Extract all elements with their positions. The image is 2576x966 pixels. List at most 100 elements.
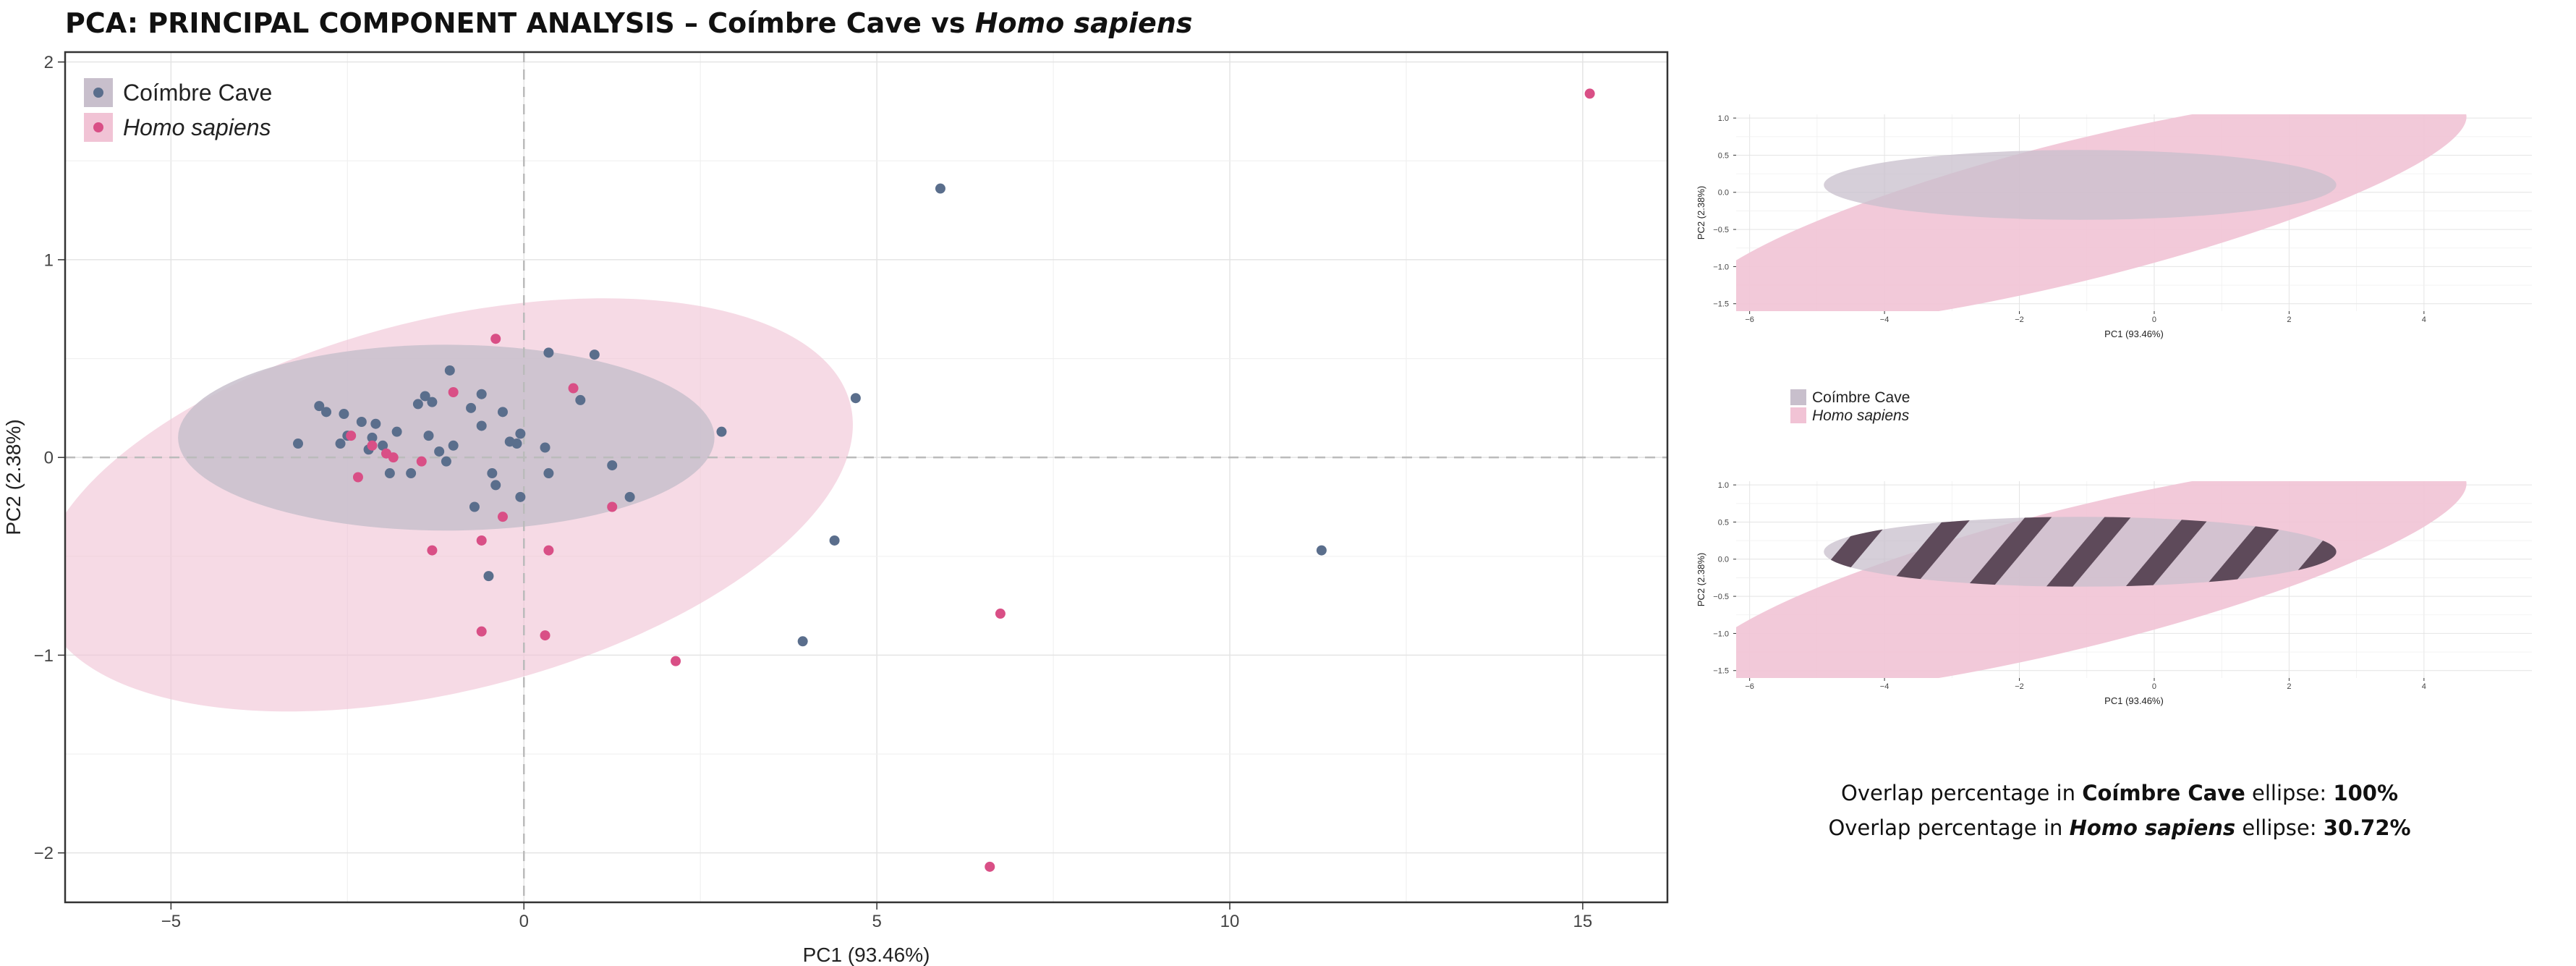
small-legend-swatch-homo-sapiens [1790,407,1806,423]
coimbre-point [515,491,526,502]
coimbre-point [797,636,808,647]
coimbre-point [335,438,346,449]
x-tick-label: −5 [161,912,181,931]
coimbre-point [543,347,554,358]
homo-sapiens-point [346,431,357,441]
coimbre-point [497,407,508,418]
overlap-line-coimbre-suffix: ellipse: [2245,781,2334,805]
x-tick-label: −6 [1745,682,1754,691]
y-tick-label: −2 [34,844,54,863]
coimbre-point [1316,545,1327,556]
y-tick-label: 0.0 [1718,556,1729,564]
coimbre-ellipse [1824,150,2337,220]
x-tick-label: −2 [2015,315,2024,324]
coimbre-ellipse [178,344,715,531]
homo-sapiens-point [427,545,438,556]
coimbre-point [314,401,325,412]
coimbre-point [624,491,635,502]
small-legend-swatch-coimbre [1790,389,1806,405]
coimbre-point [466,402,477,413]
y-tick-label: −0.5 [1713,593,1729,601]
y-tick-label: −0.5 [1713,226,1729,234]
coimbre-point [850,393,861,404]
coimbre-point [441,456,451,467]
coimbre-point [476,420,487,431]
coimbre-point [540,442,551,453]
chart-title-italic: Homo sapiens [974,7,1193,39]
coimbre-point [406,468,417,479]
homo-sapiens-point [388,452,399,463]
y-axis-title: PC2 (2.38%) [1696,553,1706,606]
y-tick-label: −1.5 [1713,300,1729,309]
y-tick-label: 1.0 [1718,481,1729,490]
y-tick-label: 0.5 [1718,151,1729,160]
coimbre-point [356,416,367,427]
coimbre-point [339,409,349,420]
coimbre-point [511,438,522,449]
x-tick-label: −6 [1745,315,1754,324]
homo-sapiens-point [448,387,459,397]
x-tick-label: 5 [872,912,881,931]
x-tick-label: 0 [2152,315,2156,324]
homo-sapiens-point [607,501,618,512]
y-tick-label: 0.0 [1718,189,1729,198]
overlap-line-coimbre-group: Coímbre Cave [2082,781,2245,805]
homo-sapiens-point [543,545,554,556]
y-tick-label: −1 [34,646,54,666]
x-tick-label: −4 [1880,315,1890,324]
x-tick-label: 0 [2152,682,2156,691]
overlap-hatch [1824,517,2337,587]
coimbre-point [378,440,388,451]
homo-sapiens-point [476,626,487,637]
chart-title-prefix: PCA: PRINCIPAL COMPONENT ANALYSIS – Coím… [65,7,975,39]
overlap-line-homo-prefix: Overlap percentage in [1828,815,2070,840]
homo-sapiens-point [568,383,579,394]
coimbre-point [716,426,727,437]
overlap-line-coimbre: Overlap percentage in Coímbre Cave ellip… [1722,776,2517,810]
main-legend: Coímbre Cave Homo sapiens [84,78,272,142]
coimbre-point [420,391,430,402]
coimbre-point [444,365,455,376]
coimbre-point [423,431,434,441]
panel-0: −5 0 5 10 15 −2 −1 0 1 2 PC1 (93.46%) PC2 (2.38%) [2,51,1669,966]
coimbre-point [607,460,618,471]
x-tick-label: 0 [519,912,529,931]
coimbre-point [370,418,381,429]
homo-sapiens-point [985,861,995,872]
y-tick-label: −1.0 [1713,263,1729,271]
y-tick-label: −1.0 [1713,630,1729,638]
overlap-line-coimbre-value: 100% [2333,781,2398,805]
x-tick-label: −4 [1880,682,1890,691]
y-tick-label: 2 [44,53,54,72]
panel-2: −6 −4 −2 0 2 4 1.0 0.5 0.0 −0.5 −1.0 −1.5 PC1 (93.46… [1696,481,2532,706]
y-tick-label: 0.5 [1718,518,1729,527]
homo-sapiens-point [1584,88,1595,99]
coimbre-point [483,571,494,582]
homo-sapiens-point [540,630,551,641]
coimbre-point [829,535,840,546]
x-tick-label: 4 [2422,682,2426,691]
plot-frame [64,51,1669,904]
small-legend-label-coimbre: Coímbre Cave [1812,389,1910,406]
overlap-hatch-fill [1824,517,2337,587]
coimbre-point [321,407,332,418]
homo-sapiens-point [497,512,508,522]
coimbre-point [490,480,501,491]
x-tick-label: 2 [2287,682,2291,691]
homo-sapiens-point [367,440,378,451]
coimbre-point [367,432,378,443]
x-tick-label: 15 [1573,912,1593,931]
overlap-line-homo-value: 30.72% [2323,815,2411,840]
homo-sapiens-point [995,609,1006,619]
y-tick-label: 1.0 [1718,114,1729,123]
chart-title: PCA: PRINCIPAL COMPONENT ANALYSIS – Coím… [65,7,1192,39]
coimbre-point [487,468,498,479]
homo-sapiens-point [490,334,501,344]
coimbre-point [476,389,487,399]
small-legend-label-homo-sapiens: Homo sapiens [1812,407,1910,424]
coimbre-point [434,446,445,457]
x-axis-title: PC1 (93.46%) [2104,695,2164,706]
coimbre-point [391,426,402,437]
coimbre-point [293,438,304,449]
